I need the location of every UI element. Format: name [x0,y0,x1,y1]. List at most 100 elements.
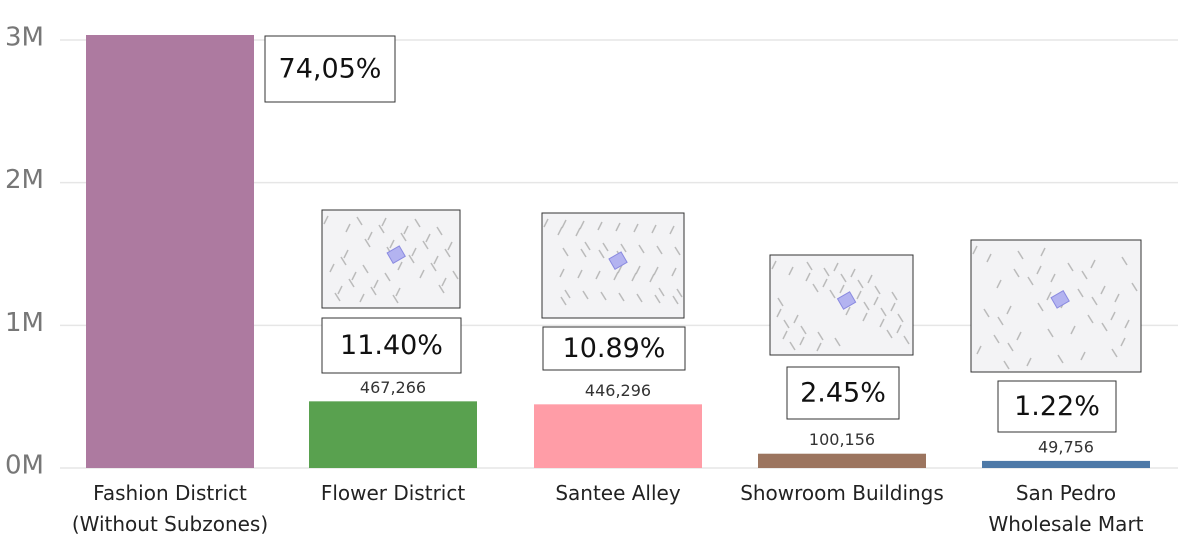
annotation: 74,05% [279,54,382,85]
map-street [1013,268,1020,278]
map-street [817,331,824,341]
map-thumbnail [970,239,1142,373]
map-street [976,345,982,355]
map-street [438,284,445,294]
map-street [359,293,365,303]
bar [982,460,1150,468]
map-street [1100,285,1106,295]
annotation: 1.22% [1014,391,1100,422]
map-street [812,283,819,293]
map-street [1114,293,1120,303]
map-street [381,217,387,227]
map-street [669,225,675,235]
value-label: 446,296 [585,381,651,400]
value-label: 467,266 [360,378,426,397]
bar [758,453,926,468]
map-street [411,247,417,257]
y-tick-label: 0M [5,451,44,481]
x-tick-label: San Pedro Wholesale Mart [988,481,1144,536]
map-street [1120,337,1126,347]
map-street [1046,291,1052,301]
map-area [1050,289,1070,309]
map-street [897,313,904,323]
map-street [983,308,990,318]
map-street [384,272,391,282]
map-street [771,260,777,270]
map-street [782,330,788,340]
map-street [447,241,453,251]
map-street [452,270,459,280]
map-street [671,267,677,277]
map-street [822,278,828,288]
map-street [337,285,343,295]
map-street [422,240,429,250]
map-street [651,224,657,234]
map-street [615,222,621,232]
map-street [403,225,409,235]
map-street [857,279,864,289]
value-label: 100,156 [809,430,875,449]
map-street [582,290,589,300]
map-street [334,292,341,302]
map-street [654,294,661,304]
map-street [850,268,856,278]
map-street [562,247,569,257]
annotation-box [542,326,686,371]
map-street [564,289,571,299]
map-street [886,329,893,339]
map-street [1080,351,1086,361]
map-street [433,255,439,265]
map-area [836,291,857,310]
map-street [560,296,567,306]
map-street [674,246,681,256]
map-thumbnail [769,254,914,356]
map-street [557,226,563,236]
map-street [389,239,395,249]
map-street [879,318,885,328]
map-street [340,256,347,266]
map-street [1067,262,1074,272]
map-street [397,261,403,271]
bar [309,401,477,468]
map-street [561,219,567,229]
map-street [1070,325,1076,335]
map-street [1110,311,1116,321]
map-street [903,335,910,345]
map-street [392,294,399,304]
map-street [367,231,373,241]
map-street [816,342,822,352]
map-street [845,306,851,316]
map-street [364,238,371,248]
map-street [823,267,830,277]
map-street [559,268,565,278]
y-tick-label: 1M [5,308,44,338]
map-street [1124,319,1130,329]
annotation-box [997,380,1117,433]
map-street [1101,322,1108,332]
map-street [602,242,609,252]
map-street [613,271,619,281]
x-tick-label: Showroom Buildings [740,481,944,505]
map-street [874,285,881,295]
map-street [805,272,811,282]
map-street [890,302,896,312]
map-street [1027,276,1034,286]
map-street [419,269,425,279]
y-tick-label: 2M [5,165,44,195]
map-street [400,232,407,242]
map-street [1057,354,1064,364]
map-street [993,334,1000,344]
map-street [1003,360,1010,370]
map-street [635,265,641,275]
map-street [806,261,813,271]
map-street [672,295,679,305]
map-street [833,262,839,272]
map-street [430,262,437,272]
map-street [1121,256,1128,266]
map-street [441,277,447,287]
map-street [618,292,625,302]
map-street [1016,331,1022,341]
map-street [1036,265,1042,275]
